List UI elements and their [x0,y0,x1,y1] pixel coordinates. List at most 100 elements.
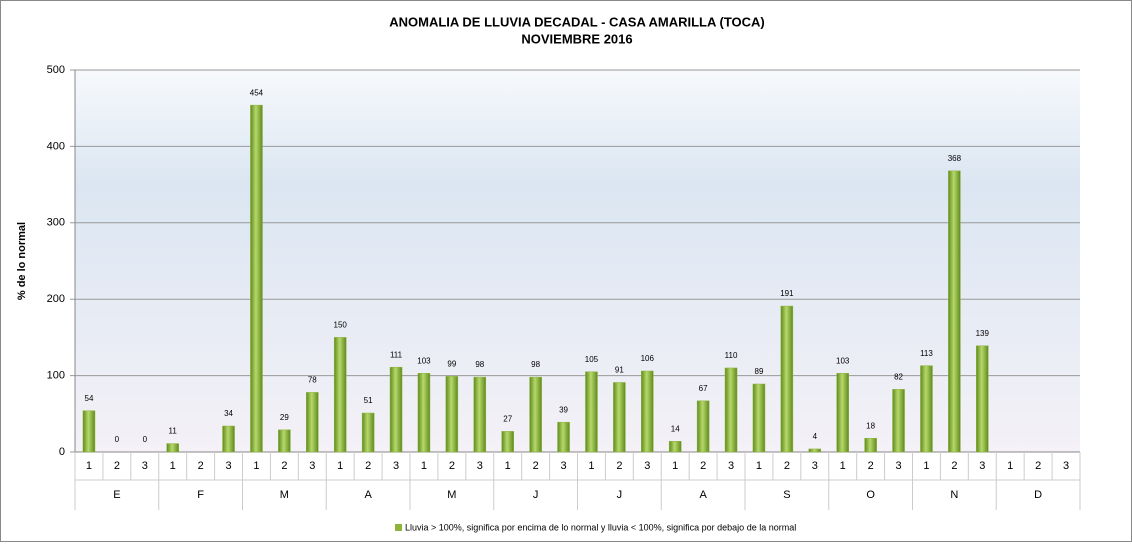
value-label: 111 [390,350,403,359]
bar [724,367,738,453]
bar [278,429,291,453]
value-label: 105 [585,355,599,364]
value-label: 139 [976,329,990,338]
x-tick-label: 1 [337,460,343,472]
group-label: J [533,489,539,501]
x-tick-label: 3 [560,460,566,472]
x-tick-label: 3 [895,460,901,472]
x-tick-label: 1 [253,460,259,472]
x-tick-label: 3 [979,460,985,472]
value-label: 18 [866,421,875,430]
x-tick-label: 1 [923,460,929,472]
x-tick-label: 1 [756,460,762,472]
bar [668,441,682,453]
bar [920,365,933,453]
y-tick-label: 200 [47,293,65,305]
value-label: 67 [699,384,708,393]
x-tick-label: 3 [225,460,231,472]
x-tick-label: 2 [449,460,455,472]
group-label: N [950,489,958,501]
value-label: 27 [503,414,512,423]
group-label: J [617,489,623,501]
x-tick-label: 3 [812,460,818,472]
x-tick-label: 2 [533,460,539,472]
x-tick-label: 1 [505,460,511,472]
group-label: F [197,489,204,501]
bar [82,410,96,453]
y-axis-label: % de lo normal [16,222,28,300]
bar [529,376,542,453]
bar [752,383,766,453]
value-label: 78 [308,376,317,385]
y-tick-label: 300 [47,217,65,229]
bar [333,337,347,453]
y-tick-label: 400 [47,140,65,152]
chart-subtitle: NOVIEMBRE 2016 [521,31,632,46]
bar [557,421,570,453]
x-tick-label: 2 [868,460,874,472]
bar [417,373,431,453]
value-label: 14 [671,424,680,433]
x-tick-label: 1 [840,460,846,472]
value-label: 110 [725,351,738,360]
x-tick-label: 1 [170,460,176,472]
x-tick-label: 2 [700,460,706,472]
bar [166,443,179,453]
x-tick-label: 1 [421,460,427,472]
group-label: A [364,489,372,501]
group-label: D [1034,489,1042,501]
value-label: 368 [948,154,962,163]
value-label: 454 [250,88,264,97]
bar [696,400,710,453]
group-label: M [447,489,456,501]
value-label: 34 [224,409,233,418]
x-tick-label: 3 [309,460,315,472]
x-tick-label: 2 [1035,460,1041,472]
chart-title: ANOMALIA DE LLUVIA DECADAL - CASA AMARIL… [389,14,765,29]
value-label: 91 [615,366,624,375]
bar [473,376,487,453]
bar [250,104,263,453]
value-label: 113 [920,349,933,358]
bar [306,392,319,453]
value-label: 4 [813,432,818,441]
bar [445,376,459,453]
bar [836,373,849,453]
value-label: 51 [364,396,373,405]
value-label: 39 [559,405,568,414]
bar [501,431,514,453]
value-label: 29 [280,413,289,422]
x-tick-label: 2 [114,460,120,472]
value-label: 54 [85,394,94,403]
value-label: 0 [115,435,120,444]
x-tick-label: 1 [672,460,678,472]
value-label: 103 [417,356,431,365]
group-label: S [783,489,790,501]
bar [222,425,235,453]
x-tick-label: 3 [142,460,148,472]
x-tick-label: 3 [393,460,399,472]
x-tick-label: 1 [588,460,594,472]
bar [976,345,989,453]
value-label: 0 [143,435,148,444]
bar [389,366,403,453]
value-label: 103 [836,356,850,365]
x-tick-label: 3 [1063,460,1069,472]
x-tick-label: 2 [784,460,790,472]
x-tick-label: 1 [86,460,92,472]
value-label: 98 [531,360,540,369]
x-tick-label: 3 [477,460,483,472]
bar [613,382,626,453]
value-label: 82 [894,372,903,381]
x-tick-label: 3 [728,460,734,472]
bar [948,170,961,453]
value-label: 89 [755,367,764,376]
bar [361,412,375,453]
x-tick-label: 2 [198,460,204,472]
group-label: O [866,489,875,501]
plot-area [75,70,1080,452]
bar [780,305,794,453]
bar [585,371,598,453]
value-label: 191 [780,289,794,298]
